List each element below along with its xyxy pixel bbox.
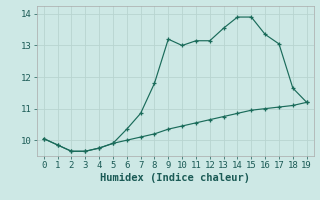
X-axis label: Humidex (Indice chaleur): Humidex (Indice chaleur): [100, 173, 250, 183]
